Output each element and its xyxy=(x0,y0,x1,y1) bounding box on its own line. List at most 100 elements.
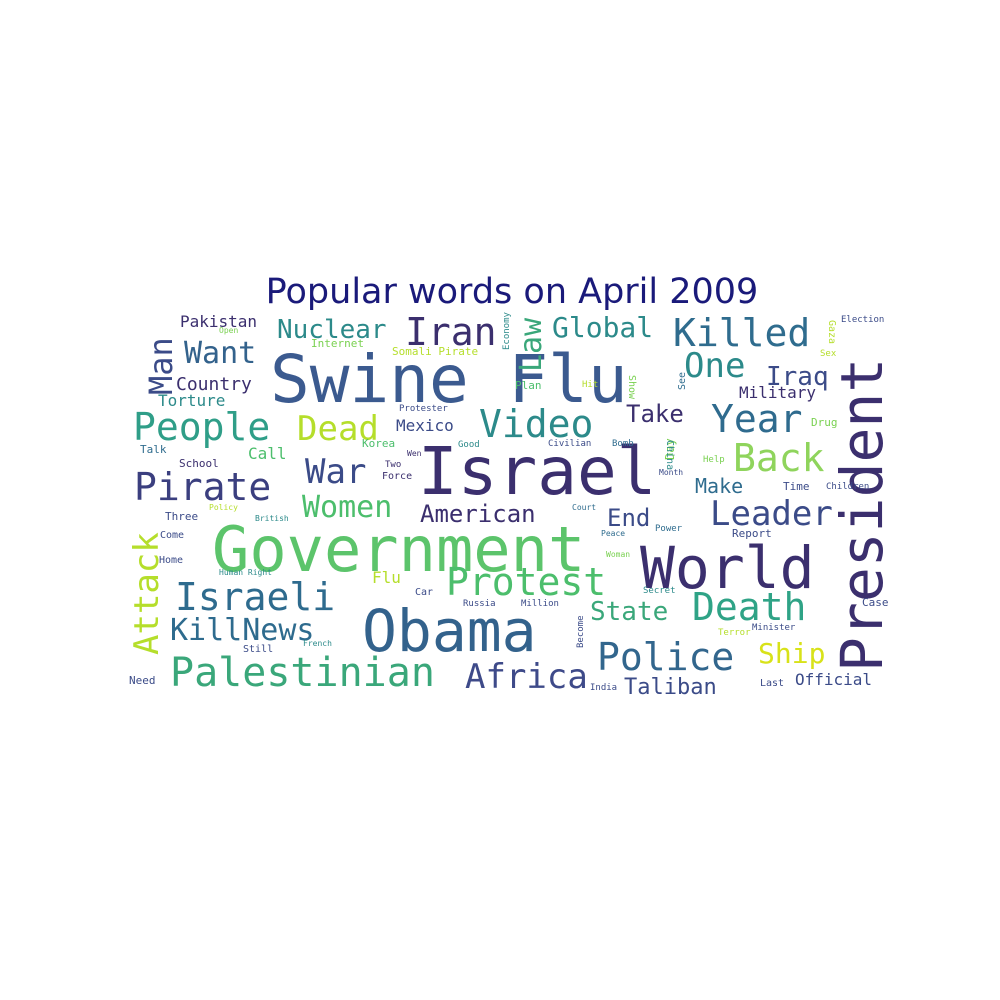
cloud-word-become: Become xyxy=(576,615,586,648)
cloud-word-nuclear: Nuclear xyxy=(277,315,387,345)
cloud-word-people: People xyxy=(133,405,270,449)
cloud-word-israeli: Israeli xyxy=(175,575,335,619)
cloud-word-dead: Dead xyxy=(297,409,379,449)
cloud-word-official: Official xyxy=(795,670,872,689)
cloud-word-month: Month xyxy=(659,468,683,477)
cloud-word-sex: Sex xyxy=(820,349,837,359)
cloud-word-home: Home xyxy=(159,555,183,566)
cloud-word-year: Year xyxy=(711,397,803,441)
cloud-word-need: Need xyxy=(129,674,156,687)
cloud-word-wen: Wen xyxy=(407,449,422,458)
cloud-word-report: Report xyxy=(732,527,772,540)
cloud-word-hit: Hit xyxy=(582,380,598,390)
cloud-word-two: Two xyxy=(385,460,401,470)
cloud-word-world: World xyxy=(640,534,815,602)
cloud-word-minister: Minister xyxy=(752,623,796,633)
cloud-word-good: Good xyxy=(458,440,480,450)
cloud-word-power: Power xyxy=(655,524,683,534)
cloud-word-africa: Africa xyxy=(465,657,588,697)
cloud-word-day: Day xyxy=(663,438,677,460)
cloud-word-british: British xyxy=(255,514,289,523)
cloud-word-leader: Leader xyxy=(710,494,833,534)
cloud-word-india: India xyxy=(590,683,617,693)
cloud-word-drug: Drug xyxy=(811,416,838,429)
cloud-word-case: Case xyxy=(862,596,889,609)
cloud-word-court: Court xyxy=(572,503,596,512)
cloud-word-police: Police xyxy=(597,635,734,679)
cloud-word-time: Time xyxy=(783,480,810,493)
cloud-word-iran: Iran xyxy=(405,310,497,354)
cloud-word-call: Call xyxy=(248,444,287,463)
cloud-word-plan: Plan xyxy=(515,379,542,392)
cloud-word-country: Country xyxy=(176,374,252,395)
cloud-word-want: Want xyxy=(184,336,256,371)
cloud-word-pirate: Pirate xyxy=(134,465,271,509)
cloud-word-government: Government xyxy=(212,513,585,586)
cloud-word-secret: Secret xyxy=(643,586,676,596)
cloud-word-pakistan: Pakistan xyxy=(180,312,257,331)
cloud-word-global: Global xyxy=(552,311,653,344)
cloud-word-president: President xyxy=(828,358,896,672)
cloud-word-killnews: KillNews xyxy=(170,613,315,648)
cloud-word-video: Video xyxy=(479,402,593,446)
cloud-word-state: State xyxy=(590,597,668,627)
cloud-word-one: One xyxy=(684,346,745,386)
cloud-word-see: See xyxy=(677,372,688,390)
cloud-word-israel: Israel xyxy=(418,433,656,510)
cloud-word-taliban: Taliban xyxy=(624,675,717,700)
cloud-word-back: Back xyxy=(733,436,825,480)
cloud-word-policy: Policy xyxy=(209,503,238,512)
cloud-word-russia: Russia xyxy=(463,599,496,609)
cloud-word-talk: Talk xyxy=(140,443,167,456)
cloud-word-show: Show xyxy=(626,375,637,400)
cloud-word-protest: Protest xyxy=(446,560,606,604)
cloud-word-ship: Ship xyxy=(758,637,825,670)
cloud-word-palestinian: Palestinian xyxy=(170,650,435,696)
cloud-word-come: Come xyxy=(160,530,184,541)
cloud-word-election: Election xyxy=(841,315,884,325)
cloud-word-terror: Terror xyxy=(718,628,751,638)
cloud-word-death: Death xyxy=(692,585,806,629)
cloud-word-open: Open xyxy=(219,326,238,335)
cloud-word-help: Help xyxy=(703,455,725,465)
cloud-word-obama: Obama xyxy=(362,597,537,665)
cloud-word-flu: Flu xyxy=(372,568,401,587)
cloud-word-make: Make xyxy=(695,474,743,498)
cloud-word-gaza: Gaza xyxy=(826,320,837,344)
cloud-word-law: Law xyxy=(514,317,549,372)
cloud-word-car: Car xyxy=(415,587,433,598)
cloud-word-american: American xyxy=(420,500,536,528)
cloud-word-somali-pirate: Somali Pirate xyxy=(392,345,478,358)
cloud-word-million: Million xyxy=(521,599,559,609)
cloud-word-end: End xyxy=(607,504,650,532)
cloud-word-human-right: Human Right xyxy=(219,568,272,577)
cloud-word-protester: Protester xyxy=(399,404,448,414)
cloud-word-french: French xyxy=(303,639,332,648)
cloud-word-civilian: Civilian xyxy=(548,439,591,449)
cloud-word-china: China xyxy=(664,440,675,470)
chart-title: Popular words on April 2009 xyxy=(266,272,759,312)
cloud-word-women: Women xyxy=(302,490,392,525)
cloud-word-killed: Killed xyxy=(673,311,810,355)
cloud-word-iraq: Iraq xyxy=(766,362,829,392)
cloud-word-children: Children xyxy=(826,482,869,492)
cloud-word-swine-flu: Swine Flu xyxy=(270,341,628,418)
cloud-word-school: School xyxy=(179,457,219,470)
cloud-word-mexico: Mexico xyxy=(396,416,454,435)
cloud-word-force: Force xyxy=(382,471,412,482)
cloud-word-take: Take xyxy=(626,400,684,428)
cloud-word-war: War xyxy=(305,452,366,492)
cloud-word-man: Man xyxy=(142,337,180,395)
cloud-word-economy: Economy xyxy=(502,311,512,350)
cloud-word-korea: Korea xyxy=(362,437,395,450)
cloud-word-woman: Woman xyxy=(606,550,630,559)
cloud-word-attack: Attack xyxy=(127,532,167,655)
cloud-word-still: Still xyxy=(243,644,273,655)
cloud-word-last: Last xyxy=(760,678,784,689)
cloud-word-bomb: Bomb xyxy=(612,439,634,449)
cloud-word-torture: Torture xyxy=(158,391,225,410)
cloud-word-three: Three xyxy=(165,510,198,523)
